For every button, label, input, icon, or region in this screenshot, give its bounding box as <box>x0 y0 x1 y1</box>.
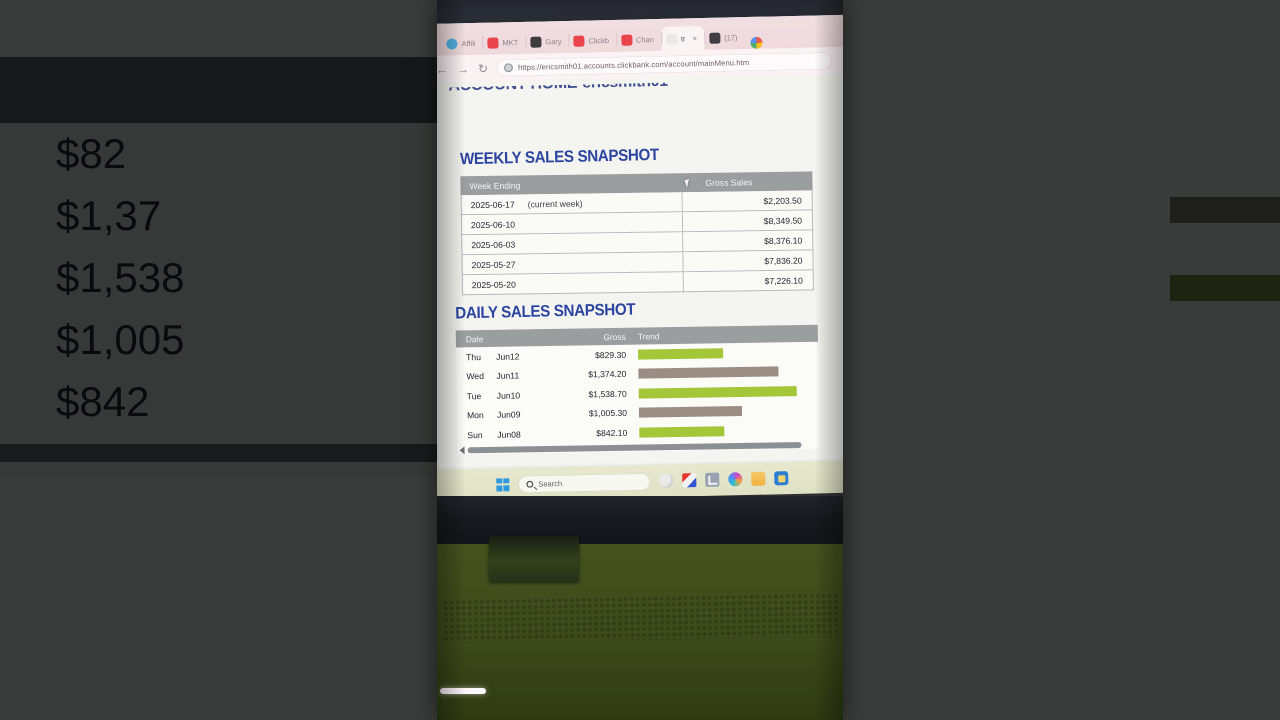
x-icon <box>709 32 721 44</box>
cell-week-ending: 2025-06-17 <box>470 199 515 210</box>
search-icon <box>665 33 678 45</box>
trend-bar <box>639 425 724 438</box>
cell-gross: $1,005.30 <box>588 408 628 419</box>
cell-gross-sales: $8,349.50 <box>682 210 814 233</box>
col-date: Date <box>465 333 484 344</box>
globe-icon <box>503 63 514 73</box>
tiktok-icon <box>530 36 542 48</box>
cell-gross-sales: $7,836.20 <box>683 250 814 273</box>
tab-label: Affili <box>461 38 476 48</box>
scroll-left-arrow-icon[interactable] <box>459 445 465 454</box>
laptop-screen: Affili MKT Gary Clickb Chan <box>437 14 843 498</box>
medal-icon[interactable] <box>682 473 697 488</box>
weekly-sales-table: Week Ending Gross Sales 2025-06-17 (curr… <box>460 171 814 296</box>
cell-day: Tue <box>466 390 482 402</box>
col-week-ending: Week Ending <box>469 179 521 191</box>
cell-date: Jun09 <box>496 409 521 421</box>
cell-week-ending: 2025-06-10 <box>470 219 516 230</box>
browser-tab[interactable]: MKT <box>482 30 525 55</box>
bg-daily-gross: $1,37 <box>56 192 162 239</box>
google-profile-icon[interactable] <box>750 36 763 49</box>
cell-gross: $1,374.20 <box>588 369 627 380</box>
clickbank-page: ACCOUNT HOME-ericsmith01 WEEKLY SALES SN… <box>437 73 843 498</box>
col-trend: Trend <box>637 330 660 342</box>
cell-gross-sales: $7,226.10 <box>683 270 814 293</box>
close-icon[interactable]: × <box>692 33 698 43</box>
address-bar-url: https://ericsmith01.accounts.clickbank.c… <box>517 57 750 73</box>
browser-tab[interactable]: Clickb <box>568 28 616 53</box>
cell-date: Jun08 <box>497 429 521 440</box>
cell-day: Mon <box>466 410 484 421</box>
weather-icon[interactable] <box>659 473 674 488</box>
weekly-sales-section: WEEKLY SALES SNAPSHOT Week Ending Gross … <box>460 143 815 296</box>
browser-tab[interactable]: (17) <box>704 25 745 50</box>
cell-day: Wed <box>466 371 485 382</box>
back-button[interactable]: ← <box>437 62 449 77</box>
tab-label: Chan <box>635 34 654 44</box>
col-gross: Gross <box>603 331 626 342</box>
daily-sales-section: DAILY SALES SNAPSHOT Date Gross Trend Th… <box>455 297 820 454</box>
youtube-icon <box>487 36 499 49</box>
cell-gross: $842.10 <box>596 427 628 439</box>
tab-label: MKT <box>502 37 519 47</box>
address-bar[interactable]: https://ericsmith01.accounts.clickbank.c… <box>496 52 833 77</box>
browser-menu-icon[interactable]: ⋮ <box>840 54 843 65</box>
youtube-icon <box>620 34 633 46</box>
start-button[interactable] <box>496 477 510 491</box>
cell-week-ending: 2025-06-03 <box>471 239 516 250</box>
tab-label: (17) <box>724 32 738 43</box>
browser-tab[interactable]: Chan <box>616 27 661 52</box>
browser-tab[interactable]: Affili <box>441 31 483 56</box>
tab-label: tr <box>680 33 686 43</box>
bg-daily-gross: $82 <box>56 130 127 177</box>
youtube-icon <box>573 35 585 47</box>
cell-date: Jun10 <box>496 390 521 401</box>
daily-sales-table: Date Gross Trend Thu Jun12 $829.30 <box>455 324 820 454</box>
forward-button[interactable]: → <box>456 61 470 76</box>
search-input[interactable]: Search <box>518 472 651 493</box>
trend-bar <box>638 406 742 418</box>
laptop-speaker-grille <box>442 592 839 644</box>
teams-icon[interactable] <box>705 472 720 487</box>
telegram-icon <box>446 37 458 50</box>
phone-video-photo: Affili MKT Gary Clickb Chan <box>437 0 843 720</box>
daily-sales-title: DAILY SALES SNAPSHOT <box>455 300 636 323</box>
tab-label: Gary <box>545 36 562 46</box>
bg-daily-gross: $842 <box>56 378 150 425</box>
cell-day: Thu <box>466 351 482 363</box>
cell-week-ending: 2025-05-27 <box>471 259 516 270</box>
search-icon <box>526 480 533 487</box>
search-placeholder: Search <box>538 478 563 489</box>
col-gross-sales: Gross Sales <box>705 176 753 188</box>
trend-bar <box>638 366 779 379</box>
cell-date: Jun12 <box>496 351 520 362</box>
cell-gross: $829.30 <box>594 349 627 361</box>
reload-button[interactable]: ↻ <box>477 61 489 76</box>
file-explorer-icon[interactable] <box>751 471 766 486</box>
bg-daily-gross: $1,538 <box>56 254 185 301</box>
cell-date: Jun11 <box>496 370 520 382</box>
cell-day: Sun <box>467 429 483 441</box>
copilot-icon[interactable] <box>728 472 743 487</box>
weekly-sales-title: WEEKLY SALES SNAPSHOT <box>459 145 660 169</box>
cell-gross: $1,538.70 <box>588 388 627 400</box>
laptop-status-led <box>440 688 486 694</box>
trend-bar <box>638 385 798 399</box>
cell-gross-sales: $2,203.50 <box>682 190 813 213</box>
tab-label: Clickb <box>588 35 610 45</box>
cell-current-week-note: (current week) <box>527 198 583 209</box>
laptop-hinge <box>489 536 579 582</box>
browser-tab[interactable]: Gary <box>525 29 569 54</box>
browser-tab-active[interactable]: tr × <box>660 25 705 51</box>
trend-bar <box>638 348 723 360</box>
bg-daily-gross: $1,005 <box>56 316 185 363</box>
table-row[interactable]: 2025-05-20 $7,226.10 <box>461 270 814 296</box>
microsoft-store-icon[interactable] <box>774 471 789 486</box>
cell-gross-sales: $8,376.10 <box>683 230 814 253</box>
cell-week-ending: 2025-05-20 <box>471 279 516 290</box>
